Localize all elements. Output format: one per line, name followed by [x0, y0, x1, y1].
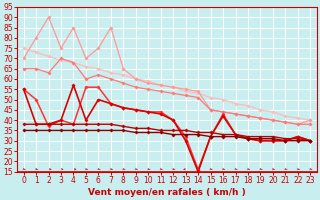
X-axis label: Vent moyen/en rafales ( km/h ): Vent moyen/en rafales ( km/h ) — [88, 188, 246, 197]
